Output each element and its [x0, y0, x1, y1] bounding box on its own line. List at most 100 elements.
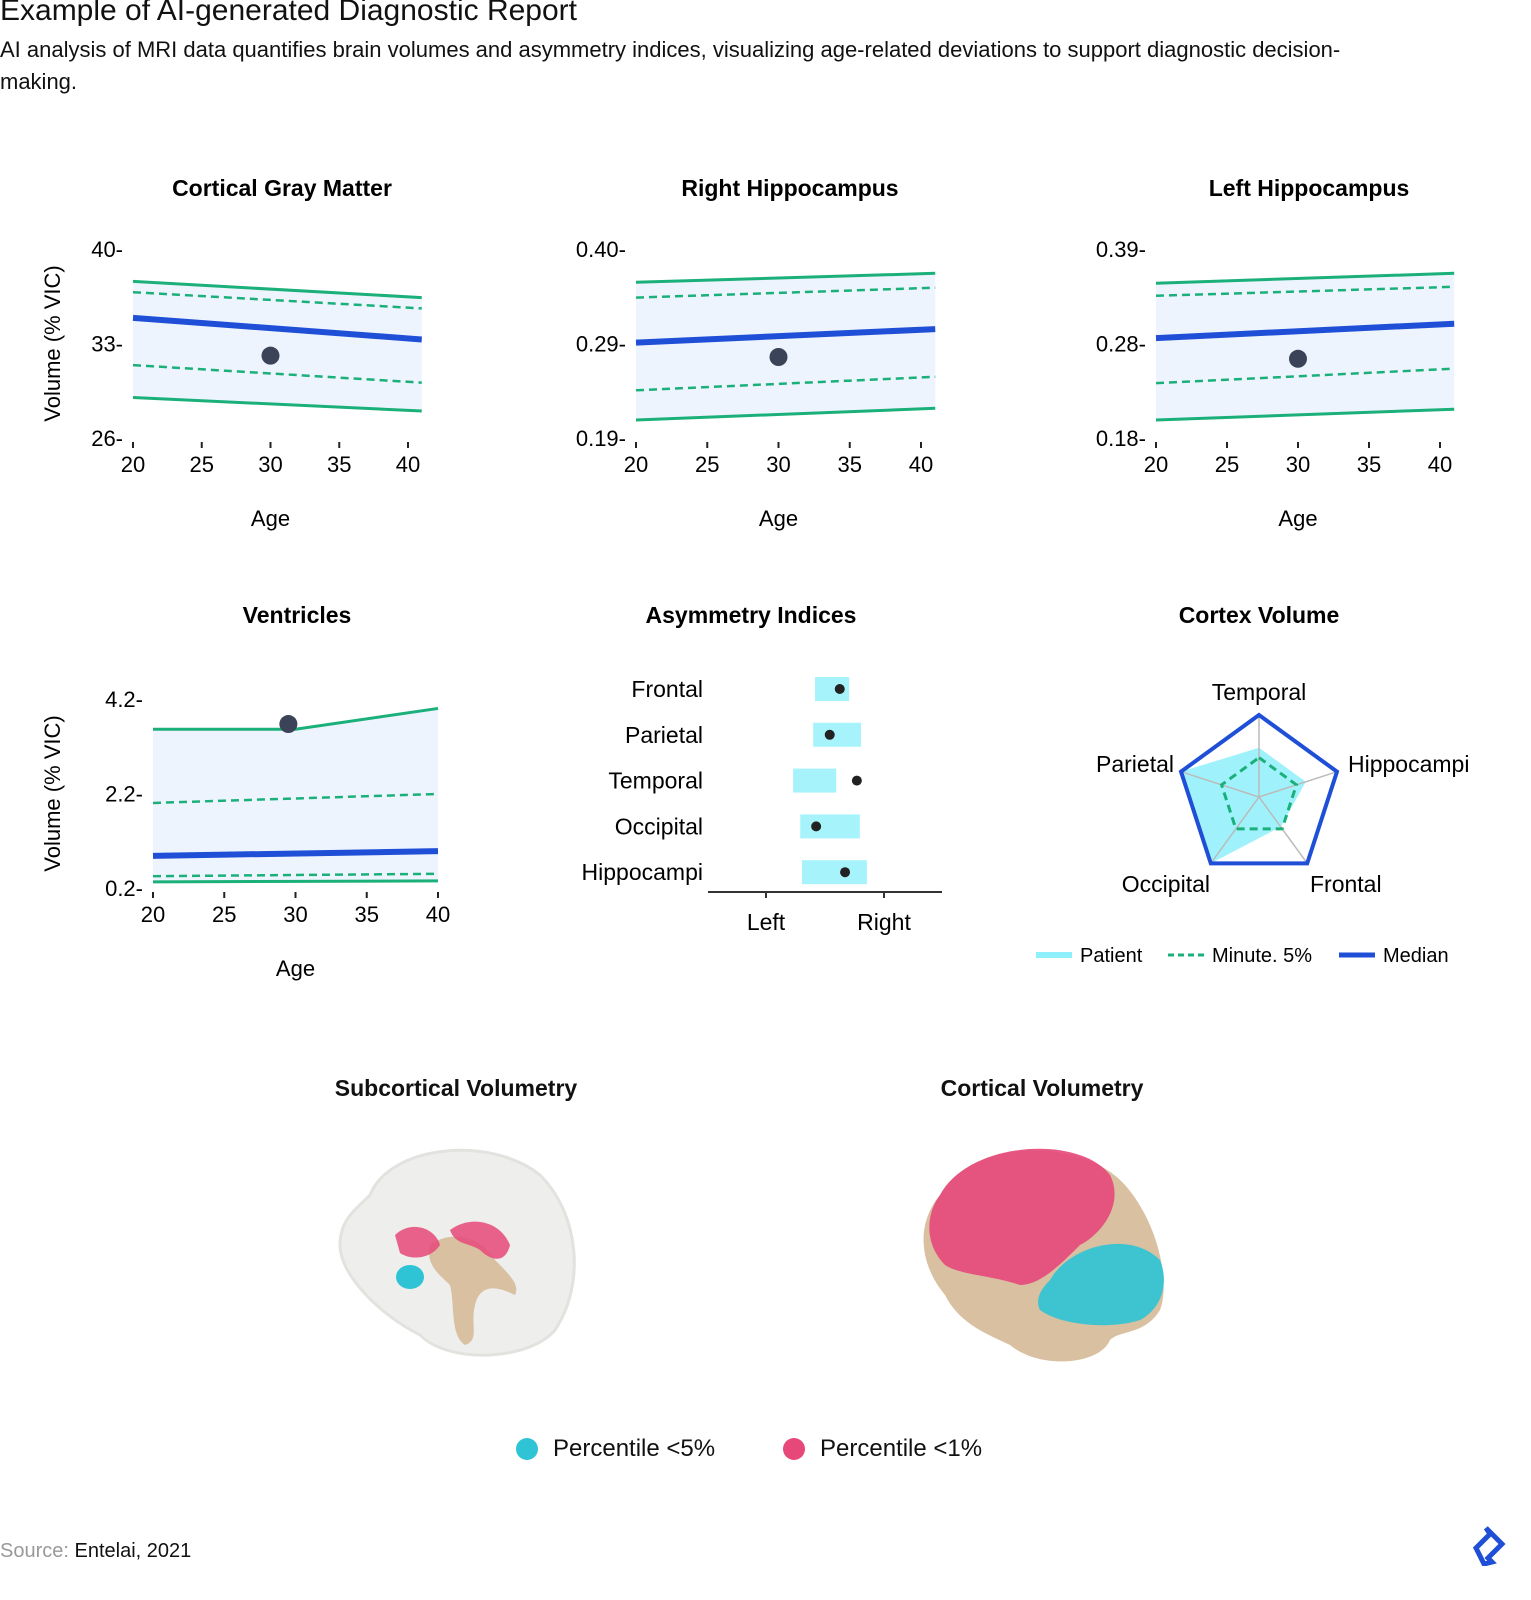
legend-label: Median	[1383, 945, 1449, 967]
chart-title: Asymmetry Indices	[646, 602, 857, 628]
normal-range-band	[153, 708, 438, 882]
y-tick-label: 40-	[91, 237, 123, 262]
normal-range-bar	[800, 814, 860, 839]
patient-point	[851, 775, 862, 786]
legend-pct1: Percentile <1%	[782, 1435, 982, 1463]
upper-bound-line	[132, 279, 422, 300]
radar-axis-label: Parietal	[1096, 751, 1174, 777]
lower-bound-line	[1155, 407, 1455, 422]
patient-point	[834, 684, 845, 694]
median-polygon	[1178, 712, 1340, 866]
page-subtitle: AI analysis of MRI data quantifies brain…	[0, 37, 1341, 94]
median-line	[635, 326, 936, 346]
legend-label: Percentile <5%	[553, 1435, 716, 1462]
patient-point	[824, 729, 835, 740]
radar-axis-label: Hippocampi	[1348, 751, 1469, 777]
x-tick-label: 35	[355, 902, 379, 927]
lower-percentile-line	[152, 872, 439, 878]
subcortical-title: Subcortical Volumetry	[334, 1075, 578, 1101]
radar-axis-label: Temporal	[1212, 679, 1307, 705]
y-tick-label: 4.2-	[105, 687, 143, 712]
y-tick-label: 0.40-	[576, 237, 626, 262]
x-tick-label: 40	[396, 452, 420, 477]
category-label: Occipital	[615, 813, 703, 839]
category-label: Hippocampi	[582, 859, 703, 885]
normal-range-bar	[801, 860, 867, 885]
upper-bound-line	[1155, 271, 1455, 285]
x-tick-label: 40	[426, 902, 450, 927]
lower-bound-line	[635, 406, 936, 422]
category-label: Parietal	[625, 722, 703, 748]
lower-percentile-line	[132, 363, 422, 384]
x-tick-label: 30	[283, 902, 307, 927]
patient-point	[261, 346, 280, 365]
y-tick-label: 2.2-	[105, 782, 143, 807]
x-tick-label: Left	[747, 909, 786, 935]
x-axis-label: Age	[759, 506, 798, 531]
y-tick-label: 26-	[91, 426, 123, 451]
x-tick-label: 25	[695, 452, 719, 477]
x-tick-label: 40	[1428, 452, 1452, 477]
x-tick-label: 20	[1144, 452, 1168, 477]
upper-bound-line	[635, 271, 936, 284]
y-tick-label: 0.28-	[1096, 332, 1146, 357]
x-tick-label: 20	[121, 452, 145, 477]
upper-percentile-line	[152, 792, 439, 805]
median-line	[132, 314, 422, 343]
legend-pct5: Percentile <5%	[515, 1435, 715, 1463]
patient-point	[279, 715, 298, 734]
x-tick-label: 30	[258, 452, 282, 477]
x-tick-label: 25	[212, 902, 236, 927]
subcortical-brain-image	[338, 1148, 576, 1357]
patient-point	[840, 867, 851, 878]
upper-percentile-line	[635, 286, 936, 299]
cortical-title: Cortical Volumetry	[940, 1075, 1144, 1101]
y-tick-label: 33-	[91, 332, 123, 357]
x-tick-label: 25	[1215, 452, 1239, 477]
y-tick-label: 0.18-	[1096, 426, 1146, 451]
x-tick-label: Right	[857, 909, 911, 935]
patient-point	[1289, 349, 1307, 368]
radar-axis-label: Occipital	[1122, 871, 1210, 897]
median-line	[152, 848, 439, 859]
x-tick-label: 35	[327, 452, 351, 477]
median-line	[1155, 320, 1455, 342]
page-title: Example of AI-generated Diagnostic Repor…	[0, 0, 577, 27]
y-tick-label: 0.2-	[105, 876, 143, 901]
x-tick-label: 20	[624, 452, 648, 477]
normal-range-bar	[793, 768, 837, 793]
y-axis-label: Volume (% VIC)	[40, 715, 65, 872]
legend-label: Patient	[1080, 945, 1143, 967]
toptal-logo-icon	[1472, 1526, 1506, 1566]
y-axis-label: Volume (% VIC)	[40, 265, 65, 422]
source-note: Source: Entelai, 2021	[0, 1540, 192, 1562]
normal-range-bar	[813, 722, 861, 747]
legend-label: Minute. 5%	[1212, 945, 1312, 967]
x-tick-label: 30	[766, 452, 790, 477]
lower-bound-line	[132, 396, 422, 413]
x-axis-label: Age	[276, 956, 315, 981]
lower-percentile-line	[635, 375, 936, 392]
patient-area	[1181, 747, 1306, 864]
pink-dot-icon	[783, 1438, 805, 1460]
x-tick-label: 40	[909, 452, 933, 477]
upper-percentile-line	[1155, 285, 1455, 298]
chart-title: Left Hippocampus	[1209, 175, 1410, 201]
x-tick-label: 35	[838, 452, 862, 477]
legend-label: Percentile <1%	[820, 1435, 983, 1462]
lower-percentile-line	[1155, 367, 1455, 385]
lower-bound-line	[152, 879, 439, 884]
chart-title: Right Hippocampus	[681, 175, 898, 201]
teal-dot-icon	[516, 1438, 538, 1460]
chart-title: Cortex Volume	[1179, 602, 1340, 628]
x-tick-label: 25	[190, 452, 214, 477]
radar-axis-label: Frontal	[1310, 871, 1382, 897]
x-tick-label: 30	[1286, 452, 1310, 477]
normal-range-band	[133, 281, 422, 411]
upper-percentile-line	[132, 290, 422, 310]
cortical-brain-image	[923, 1148, 1164, 1362]
y-tick-label: 0.19-	[576, 426, 626, 451]
normal-range-band	[1156, 273, 1455, 420]
charts-canvas: Cortical Gray Matter 20 25 30 35 40 26- 33- 40- A…	[40, 175, 1469, 981]
